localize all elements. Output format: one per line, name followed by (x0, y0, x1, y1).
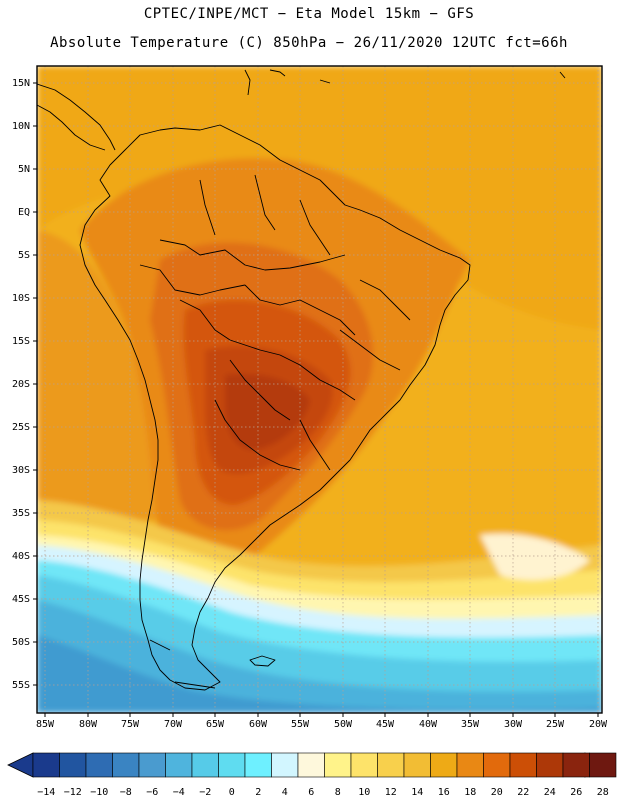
legend-swatch (218, 752, 246, 778)
lat-label: 5N (18, 164, 30, 175)
lat-label: 30S (12, 465, 30, 476)
legend-tick-label: 10 (358, 787, 370, 798)
lon-label: 55W (291, 719, 310, 730)
lon-label: 80W (79, 719, 98, 730)
coastline (37, 69, 566, 691)
axis-ticks (33, 82, 599, 717)
legend-tick-label: 16 (438, 787, 450, 798)
legend-tick-label: 4 (282, 787, 288, 798)
lon-label: 65W (206, 719, 225, 730)
lat-label: 45S (12, 594, 30, 605)
color-legend: −14 −12 −10 −8 −6 −4 −2 0 2 4 6 8 10 12 14 16 18 20 22 24 26… (7, 752, 617, 798)
map-title-line1: CPTEC/INPE/MCT − Eta Model 15km − GFS (143, 6, 475, 22)
lon-label: 25W (546, 719, 565, 730)
legend-swatch (138, 752, 166, 778)
legend-swatch (562, 752, 590, 778)
lon-label: 70W (164, 719, 183, 730)
lon-label: 85W (36, 719, 55, 730)
lat-label: 5S (18, 250, 30, 261)
longitude-labels: 85W 80W 75W 70W 65W 60W 55W 50W 45W 40W … (36, 719, 608, 730)
legend-tick-label: −14 (37, 787, 55, 798)
legend-swatch (244, 752, 272, 778)
lat-label: 55S (12, 680, 30, 691)
legend-tick-label: 6 (308, 787, 314, 798)
map-frame (36, 65, 603, 714)
legend-swatch (483, 752, 511, 778)
legend-swatch (536, 752, 564, 778)
legend-swatch (165, 752, 193, 778)
legend-tick-label: 22 (517, 787, 529, 798)
legend-tick-label: 20 (491, 787, 503, 798)
latitude-labels: 15N 10N 5N EQ 5S 10S 15S 20S 25S 30S 35S… (12, 78, 30, 691)
legend-left-arrow (7, 752, 34, 778)
lat-label: 50S (12, 637, 30, 648)
lat-label: EQ (18, 207, 30, 218)
legend-swatch (509, 752, 537, 778)
legend-swatch (456, 752, 484, 778)
legend-swatch (191, 752, 219, 778)
legend-tick-label: 26 (570, 787, 582, 798)
legend-swatch (85, 752, 113, 778)
map-title-line2: Absolute Temperature (C) 850hPa − 26/11/… (50, 35, 568, 51)
lon-label: 75W (121, 719, 140, 730)
legend-swatch (32, 752, 60, 778)
legend-swatch (297, 752, 325, 778)
lat-label: 10S (12, 293, 30, 304)
legend-swatch (377, 752, 405, 778)
lat-label: 15N (12, 78, 30, 89)
legend-tick-label: −4 (173, 787, 185, 798)
lat-label: 40S (12, 551, 30, 562)
legend-tick-label: −8 (120, 787, 132, 798)
lat-label: 20S (12, 379, 30, 390)
legend-tick-label: −2 (199, 787, 211, 798)
lat-label: 10N (12, 121, 30, 132)
legend-tick-label: 28 (597, 787, 609, 798)
lon-label: 35W (461, 719, 480, 730)
legend-swatch (350, 752, 378, 778)
lat-label: 25S (12, 422, 30, 433)
lon-label: 60W (249, 719, 268, 730)
legend-tick-label: 8 (335, 787, 341, 798)
legend-tick-label: −6 (146, 787, 158, 798)
legend-swatch (589, 752, 617, 778)
lat-label: 35S (12, 508, 30, 519)
lon-label: 40W (419, 719, 438, 730)
lon-label: 45W (376, 719, 395, 730)
legend-tick-label: 0 (229, 787, 235, 798)
temperature-field (37, 66, 602, 713)
legend-swatch (271, 752, 299, 778)
lon-label: 30W (504, 719, 523, 730)
legend-tick-label: 2 (255, 787, 261, 798)
lon-label: 20W (589, 719, 608, 730)
lon-label: 50W (334, 719, 353, 730)
legend-tick-label: −12 (64, 787, 82, 798)
legend-tick-label: 12 (385, 787, 397, 798)
legend-swatch (59, 752, 87, 778)
legend-swatch (324, 752, 352, 778)
legend-swatch (112, 752, 140, 778)
legend-tick-label: 18 (464, 787, 476, 798)
lat-label: 15S (12, 336, 30, 347)
legend-tick-label: −10 (90, 787, 108, 798)
legend-tick-label: 24 (544, 787, 556, 798)
legend-swatch (430, 752, 458, 778)
legend-swatch (403, 752, 431, 778)
legend-tick-label: 14 (411, 787, 423, 798)
